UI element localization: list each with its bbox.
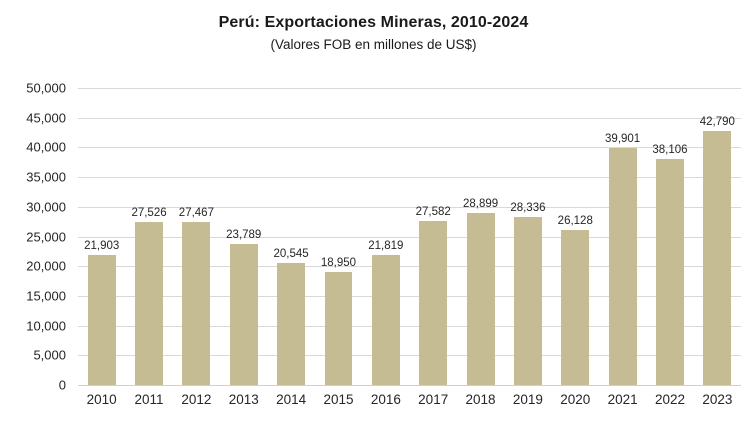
- bar-value-label: 27,582: [415, 206, 451, 219]
- bar-slot: 27,526: [125, 88, 172, 385]
- y-tick-label: 20,000: [26, 258, 66, 274]
- y-tick-label: 40,000: [26, 139, 66, 155]
- gridline: [78, 325, 741, 327]
- bar-slot: 20,545: [267, 88, 314, 385]
- x-tick-label: 2015: [323, 392, 354, 407]
- bar-slot: 27,467: [173, 88, 220, 385]
- bar-value-label: 23,789: [226, 228, 262, 241]
- bar-value-label: 38,106: [652, 143, 688, 156]
- x-tick-label: 2010: [86, 392, 117, 407]
- x-tick-label: 2019: [512, 392, 543, 407]
- x-tick-label: 2013: [228, 392, 259, 407]
- gridline: [78, 117, 741, 119]
- bar-value-label: 28,899: [462, 198, 499, 211]
- x-tick-label: 2023: [702, 392, 733, 407]
- x-tick-label: 2018: [465, 392, 496, 407]
- gridline: [78, 177, 741, 179]
- bar-slot: 28,899: [457, 88, 504, 385]
- bar: [229, 243, 258, 385]
- y-tick-label: 25,000: [26, 229, 66, 244]
- bar-series: 21,903 27,526 27,467 23,789 20,545 18,950 21,8…: [78, 88, 741, 385]
- bar-value-label: 39,901: [605, 133, 641, 145]
- y-tick-label: 0: [58, 377, 66, 393]
- bar: [324, 272, 353, 385]
- bar-slot: 39,901: [599, 88, 646, 385]
- bar-value-label: 27,467: [178, 206, 214, 219]
- bar: [703, 130, 732, 385]
- chart-subtitle: (Valores FOB en millones de US$): [270, 37, 477, 52]
- bar-value-label: 21,819: [368, 240, 404, 253]
- x-tick-label: 2012: [181, 392, 212, 407]
- bar-slot: 28,336: [504, 88, 551, 385]
- y-tick-label: 15,000: [26, 288, 66, 304]
- x-tick-label: 2022: [654, 392, 686, 407]
- x-tick-label: 2011: [134, 392, 164, 407]
- bar-slot: 27,582: [410, 88, 457, 385]
- bar-slot: 38,106: [646, 88, 693, 385]
- chart-header: Perú: Exportaciones Mineras, 2010-2024 (…: [0, 14, 747, 52]
- bar: [87, 254, 116, 385]
- bar: [513, 216, 542, 385]
- x-tick-label: 2016: [370, 392, 401, 407]
- bar-value-label: 42,790: [699, 115, 735, 128]
- bar-value-label: 26,128: [557, 214, 593, 227]
- bar-value-label: 27,526: [131, 206, 167, 219]
- y-tick-label: 5,000: [33, 347, 66, 363]
- bar-slot: 18,950: [315, 88, 362, 385]
- bar: [182, 221, 211, 385]
- bar: [466, 213, 495, 385]
- x-tick-label: 2014: [276, 392, 307, 407]
- bar: [277, 262, 306, 385]
- bar-slot: 21,819: [362, 88, 409, 385]
- bar-value-label: 18,950: [320, 257, 357, 270]
- y-tick-label: 30,000: [26, 199, 66, 215]
- bar-value-label: 20,545: [273, 247, 309, 260]
- y-tick-label: 35,000: [26, 169, 66, 185]
- gridline: [78, 385, 741, 386]
- bar: [608, 148, 637, 385]
- y-tick-label: 45,000: [26, 110, 66, 126]
- gridline: [78, 295, 741, 297]
- gridline: [78, 147, 741, 149]
- x-axis: 2010 2011 2012 2013 2014 2015 2016 2017 2018 2019…: [78, 392, 741, 407]
- gridline: [78, 206, 741, 208]
- plot-area: 21,903 27,526 27,467 23,789 20,545 18,950 21,8…: [78, 88, 741, 386]
- bar-slot: 21,903: [78, 88, 125, 385]
- bar: [371, 255, 400, 385]
- y-tick-label: 50,000: [26, 80, 66, 96]
- bar: [656, 158, 684, 385]
- gridline: [78, 88, 741, 89]
- bar-value-label: 28,336: [510, 201, 546, 214]
- x-tick-label: 2017: [418, 392, 449, 407]
- bar-slot: 26,128: [552, 88, 599, 385]
- x-tick-label: 2021: [607, 392, 638, 407]
- bar-slot: 42,790: [694, 88, 741, 385]
- bar-slot: 23,789: [220, 88, 267, 385]
- chart-title: Perú: Exportaciones Mineras, 2010-2024: [218, 14, 529, 31]
- gridline: [78, 236, 741, 238]
- y-tick-label: 10,000: [26, 318, 66, 334]
- gridline: [78, 266, 741, 268]
- bar: [419, 221, 448, 385]
- y-axis: 0 5,000 10,000 15,000 20,000 25,000 30,000 35,0…: [0, 81, 66, 393]
- bar: [135, 221, 163, 385]
- bar-value-label: 21,903: [84, 239, 120, 252]
- x-tick-label: 2020: [560, 392, 591, 407]
- gridline: [78, 355, 741, 357]
- bar: [561, 229, 590, 385]
